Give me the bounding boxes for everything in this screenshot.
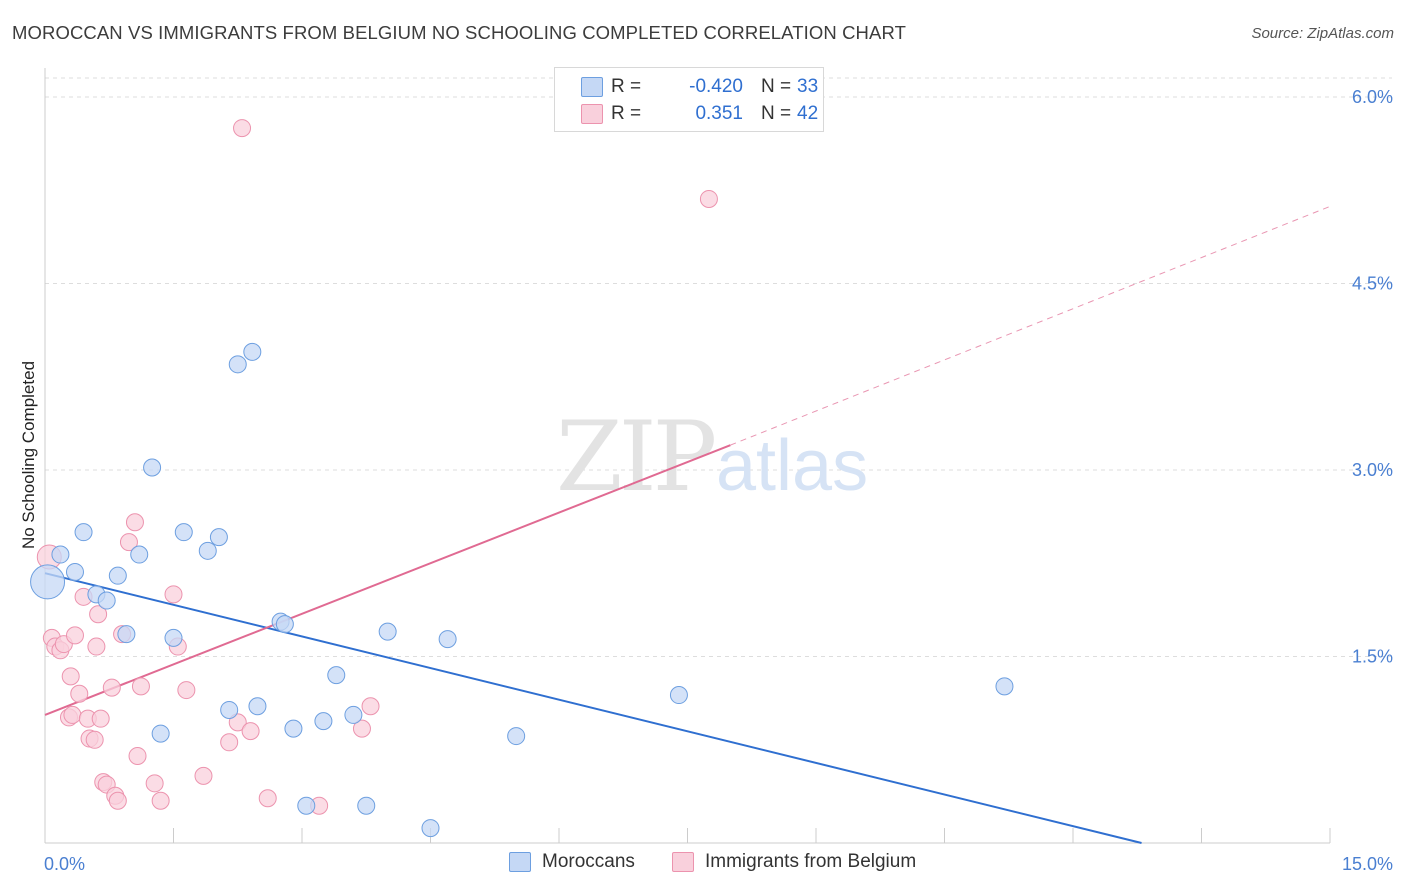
point-belgium	[108, 791, 127, 810]
point-belgium	[233, 119, 252, 138]
legend-item-moroccans[interactable]: Moroccans	[509, 851, 635, 873]
point-belgium	[63, 705, 82, 724]
stats-legend: R = -0.420 N = 33 R = 0.351 N = 42	[554, 67, 824, 132]
point-belgium	[177, 681, 196, 700]
point-moroccans	[164, 628, 183, 647]
legend-swatch-moroccans	[509, 852, 531, 872]
legend-swatch-moroccans	[581, 77, 603, 97]
point-moroccans	[97, 591, 116, 610]
point-moroccans	[507, 727, 526, 746]
legend-r-value: 0.351	[695, 103, 743, 124]
point-moroccans	[74, 523, 93, 542]
point-moroccans	[65, 562, 84, 581]
point-belgium	[220, 733, 239, 752]
point-belgium	[131, 677, 150, 696]
point-belgium	[699, 189, 718, 208]
point-moroccans	[344, 705, 363, 724]
point-belgium	[65, 626, 84, 645]
point-belgium	[119, 533, 138, 552]
point-belgium	[125, 513, 144, 532]
legend-n-value: 42	[797, 103, 819, 124]
x-tick-label: 0.0%	[44, 854, 85, 874]
legend-swatch-belgium	[581, 104, 603, 124]
point-moroccans	[378, 622, 397, 641]
watermark-zip: ZIP	[556, 401, 715, 513]
legend-r-label: R =	[611, 76, 642, 97]
point-moroccans	[297, 796, 316, 815]
point-belgium	[61, 667, 80, 686]
point-moroccans	[198, 541, 217, 560]
y-tick-label: 1.5%	[1352, 647, 1393, 667]
point-moroccans	[51, 545, 70, 564]
point-belgium	[89, 605, 108, 624]
data-points	[30, 119, 1014, 838]
point-moroccans	[30, 564, 66, 600]
trend-extension-belgium	[730, 205, 1331, 446]
legend-swatch-belgium	[672, 852, 694, 872]
point-moroccans	[220, 700, 239, 719]
point-belgium	[91, 709, 110, 728]
point-moroccans	[243, 342, 262, 361]
point-belgium	[352, 719, 371, 738]
legend-label-moroccans: Moroccans	[542, 851, 635, 872]
grid-lines	[45, 77, 1392, 657]
point-moroccans	[143, 458, 162, 477]
point-belgium	[87, 637, 106, 656]
legend-n-label: N =	[761, 103, 792, 124]
point-moroccans	[327, 666, 346, 685]
y-tick-label: 3.0%	[1352, 460, 1393, 480]
y-tick-label: 4.5%	[1352, 274, 1393, 294]
point-moroccans	[130, 545, 149, 564]
tick-labels: 1.5% 3.0% 4.5% 6.0% 0.0% 15.0%	[44, 87, 1393, 874]
point-belgium	[151, 791, 170, 810]
point-belgium	[102, 678, 121, 697]
point-moroccans	[995, 677, 1014, 696]
point-moroccans	[248, 697, 267, 716]
source-label: Source: ZipAtlas.com	[1251, 25, 1394, 42]
legend-n-label: N =	[761, 76, 792, 97]
point-moroccans	[108, 566, 127, 585]
point-moroccans	[151, 724, 170, 743]
point-belgium	[85, 730, 104, 749]
point-moroccans	[117, 625, 136, 644]
point-belgium	[258, 789, 277, 808]
point-moroccans	[314, 712, 333, 731]
point-belgium	[128, 746, 147, 765]
x-tick-label: 15.0%	[1342, 854, 1393, 874]
legend-item-belgium[interactable]: Immigrants from Belgium	[672, 851, 916, 873]
point-moroccans	[421, 819, 440, 838]
point-moroccans	[357, 796, 376, 815]
point-moroccans	[209, 528, 228, 547]
point-moroccans	[275, 615, 294, 634]
trend-line-belgium	[44, 444, 731, 716]
point-belgium	[361, 697, 380, 716]
trend-line-moroccans	[44, 572, 1142, 844]
legend-r-value: -0.420	[689, 76, 743, 97]
point-belgium	[145, 774, 164, 793]
point-moroccans	[174, 523, 193, 542]
point-moroccans	[228, 355, 247, 374]
point-belgium	[70, 684, 89, 703]
point-moroccans	[669, 686, 688, 705]
point-belgium	[194, 766, 213, 785]
point-moroccans	[438, 630, 457, 649]
point-belgium	[164, 585, 183, 604]
point-belgium	[228, 713, 247, 732]
legend-r-label: R =	[611, 103, 642, 124]
watermark-atlas: atlas	[716, 426, 868, 506]
chart-title: MOROCCAN VS IMMIGRANTS FROM BELGIUM NO S…	[12, 22, 906, 43]
point-moroccans	[284, 719, 303, 738]
trend-lines	[44, 205, 1331, 844]
point-belgium	[241, 722, 260, 741]
legend-n-value: 33	[797, 76, 819, 97]
y-tick-label: 6.0%	[1352, 87, 1393, 107]
watermark: ZIP atlas	[556, 401, 868, 513]
legend-label-belgium: Immigrants from Belgium	[705, 851, 917, 872]
